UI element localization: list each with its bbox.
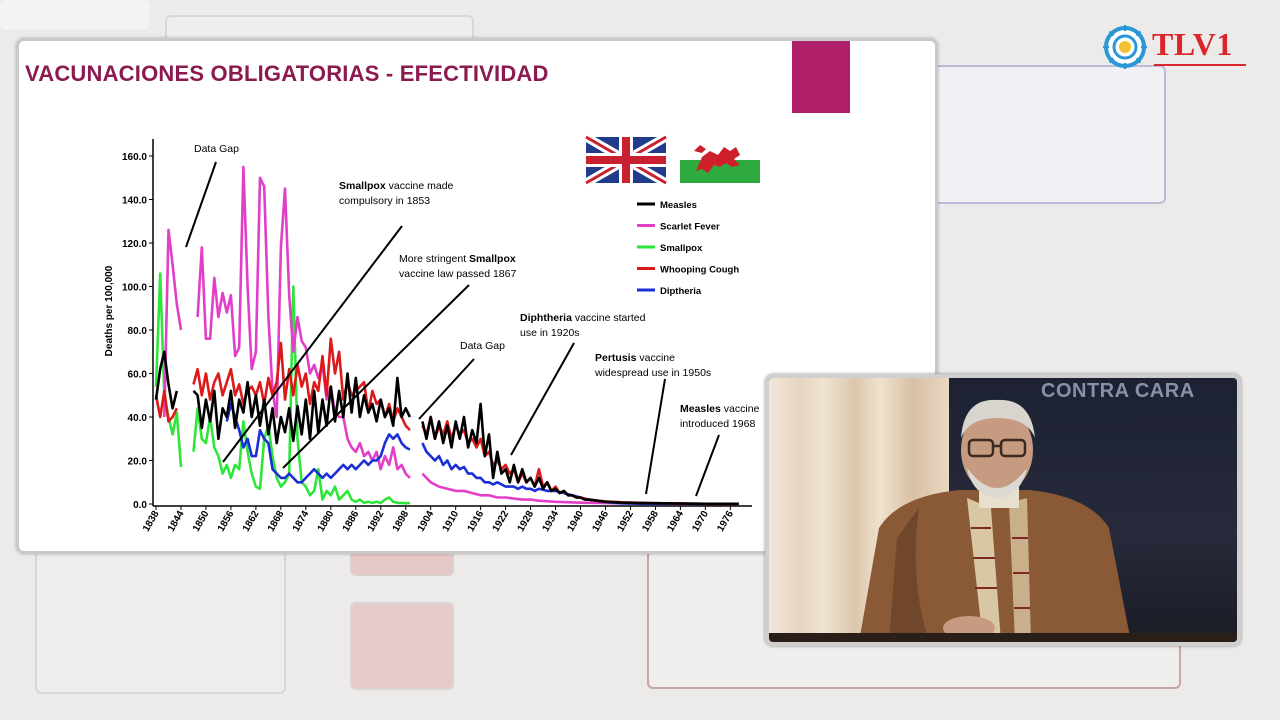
x-tick-label: 1886	[341, 509, 362, 534]
logo-underline	[1154, 64, 1246, 66]
x-tick-label: 1892	[366, 509, 387, 534]
welsh-dragon-flag-icon	[680, 137, 760, 183]
x-tick-label: 1904	[416, 509, 437, 534]
chart: Measles Scarlet Fever Smallpox Whooping Cou…	[104, 133, 760, 534]
annotation-smallpox-1867: More stringent Smallpox	[399, 253, 516, 265]
series-line-scarlet-fever	[421, 472, 739, 506]
x-tick-label: 1946	[590, 509, 611, 534]
x-tick-label: 1964	[665, 509, 686, 534]
x-tick-label: 1910	[441, 509, 462, 534]
series-line-scarlet-fever	[163, 228, 183, 418]
presenter-video: CONTRA CARA	[765, 374, 1241, 646]
legend-label: Whooping Cough	[660, 265, 739, 276]
series-line-measles	[421, 402, 739, 506]
x-tick-label: 1934	[540, 509, 561, 534]
union-jack-flag-icon	[583, 133, 669, 187]
annotations: Data Gap Smallpox vaccine made compulsor…	[194, 143, 760, 430]
annotation-data-gap-2: Data Gap	[460, 340, 505, 352]
presenter-figure	[769, 399, 1237, 642]
annotation-diphtheria-line2: use in 1920s	[520, 327, 580, 339]
y-axis-ticks: 0.0 20.0 40.0 60.0 80.0 100.0 120.0 140.0 160.0	[122, 152, 153, 511]
x-tick-label: 1976	[715, 509, 736, 534]
studio-sign: CONTRA CARA	[1041, 380, 1195, 402]
y-tick-label: 20.0	[128, 457, 148, 468]
chart-series	[154, 165, 739, 506]
tlv1-logo-icon	[1103, 25, 1147, 69]
legend-label: Scarlet Fever	[660, 222, 720, 233]
series-line-diptheria	[225, 402, 411, 484]
series-line-scarlet-fever	[196, 165, 411, 479]
annotation-measles: Measles vaccine	[680, 403, 760, 415]
series-line-whooping-cough	[192, 337, 411, 431]
series-line-whooping-cough	[421, 415, 739, 506]
annotation-diphtheria: Diphtheria vaccine started	[520, 312, 646, 324]
x-tick-label: 1958	[640, 509, 661, 534]
series-line-whooping-cough	[154, 389, 178, 423]
y-tick-label: 40.0	[128, 413, 148, 424]
series-line-diptheria	[421, 442, 739, 506]
background-panel	[35, 550, 286, 694]
x-tick-label: 1862	[241, 509, 262, 534]
x-tick-label: 1970	[690, 509, 711, 534]
x-tick-label: 1856	[216, 509, 237, 534]
annotation-smallpox-1867-line2: vaccine law passed 1867	[399, 268, 516, 280]
annotation-leaders	[185, 161, 720, 497]
x-tick-label: 1928	[516, 509, 537, 534]
x-tick-label: 1844	[166, 509, 187, 534]
legend-label: Smallpox	[660, 243, 703, 254]
y-tick-label: 160.0	[122, 152, 147, 163]
background-panel	[350, 550, 454, 576]
x-tick-label: 1898	[391, 509, 412, 534]
legend-label: Diptheria	[660, 286, 702, 297]
y-tick-label: 80.0	[128, 326, 148, 337]
accent-block	[792, 41, 850, 113]
annotation-pertusis-line2: widespread use in 1950s	[594, 367, 711, 379]
logo-text: TLV1	[1152, 26, 1233, 62]
series-line-smallpox	[192, 285, 411, 505]
x-tick-label: 1940	[565, 509, 586, 534]
tlv1-logo: TLV1	[1102, 24, 1248, 70]
y-tick-label: 60.0	[128, 370, 148, 381]
x-tick-label: 1838	[141, 509, 162, 534]
annotation-smallpox-1853: Smallpox vaccine made	[339, 180, 454, 192]
background-panel	[930, 65, 1166, 204]
series-line-measles	[154, 350, 179, 410]
background-panel	[0, 0, 150, 30]
y-tick-label: 120.0	[122, 239, 147, 250]
annotation-measles-line2: introduced 1968	[680, 418, 755, 430]
slide-title: VACUNACIONES OBLIGATORIAS - EFECTIVIDAD	[25, 61, 549, 86]
y-axis-label: Deaths per 100,000	[104, 265, 115, 356]
presentation-slide: VACUNACIONES OBLIGATORIAS - EFECTIVIDAD …	[16, 38, 938, 554]
chart-legend: Measles Scarlet Fever Smallpox Whooping Cou…	[637, 200, 739, 297]
x-tick-label: 1922	[491, 509, 512, 534]
x-tick-label: 1874	[291, 509, 312, 534]
legend-label: Measles	[660, 200, 697, 211]
annotation-smallpox-1853-line2: compulsory in 1853	[339, 195, 430, 207]
annotation-pertusis: Pertusis vaccine	[595, 352, 675, 364]
series-line-measles	[192, 372, 412, 445]
x-tick-label: 1850	[191, 509, 212, 534]
background-panel	[350, 602, 454, 690]
x-tick-label: 1880	[316, 509, 337, 534]
y-tick-label: 100.0	[122, 283, 147, 294]
x-axis-ticks: 1838 1844 1850 1856 1862 1868 1874 1880 1886 1892…	[141, 506, 736, 534]
x-tick-label: 1916	[466, 509, 487, 534]
x-tick-label: 1952	[615, 509, 636, 534]
x-tick-label: 1868	[266, 509, 287, 534]
annotation-data-gap-1: Data Gap	[194, 143, 239, 155]
y-tick-label: 0.0	[133, 500, 147, 511]
y-tick-label: 140.0	[122, 196, 147, 207]
